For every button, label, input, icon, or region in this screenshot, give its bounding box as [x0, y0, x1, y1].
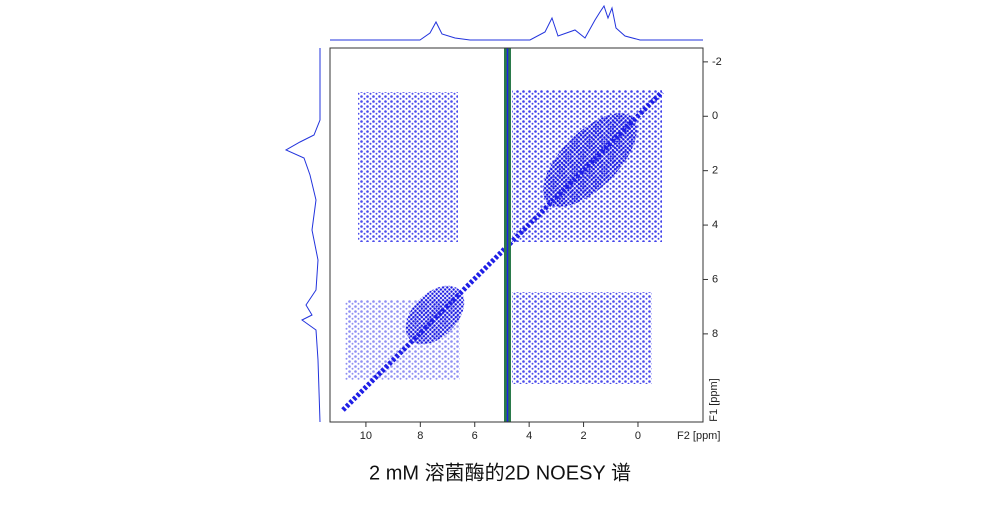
f2-projection	[330, 4, 703, 41]
y-axis-label: F1 [ppm]	[708, 378, 720, 421]
cross-peaks	[543, 113, 637, 207]
cross-peaks	[512, 292, 652, 384]
x-tick-label: 8	[417, 430, 423, 442]
cross-peaks	[358, 92, 458, 242]
diagonal	[341, 90, 664, 412]
x-tick-label: 6	[472, 430, 478, 442]
spectrum	[341, 48, 664, 422]
y-tick-label: -2	[712, 56, 722, 68]
x-tick-label: 0	[635, 430, 641, 442]
x-tick-label: 4	[526, 430, 532, 442]
y-tick-label: 2	[712, 165, 718, 177]
y-tick-label: 8	[712, 328, 718, 340]
x-axis-label: F2 [ppm]	[677, 430, 720, 442]
plot-frame	[329, 47, 704, 423]
caption: 2 mM 溶菌酶的2D NOESY 谱	[369, 461, 631, 484]
y-tick-label: 6	[712, 273, 718, 285]
f1-projection	[284, 48, 321, 423]
x-tick-label: 10	[360, 430, 372, 442]
y-tick-label: 0	[712, 110, 718, 122]
y-tick-label: 4	[712, 219, 718, 231]
x-tick-label: 2	[581, 430, 587, 442]
